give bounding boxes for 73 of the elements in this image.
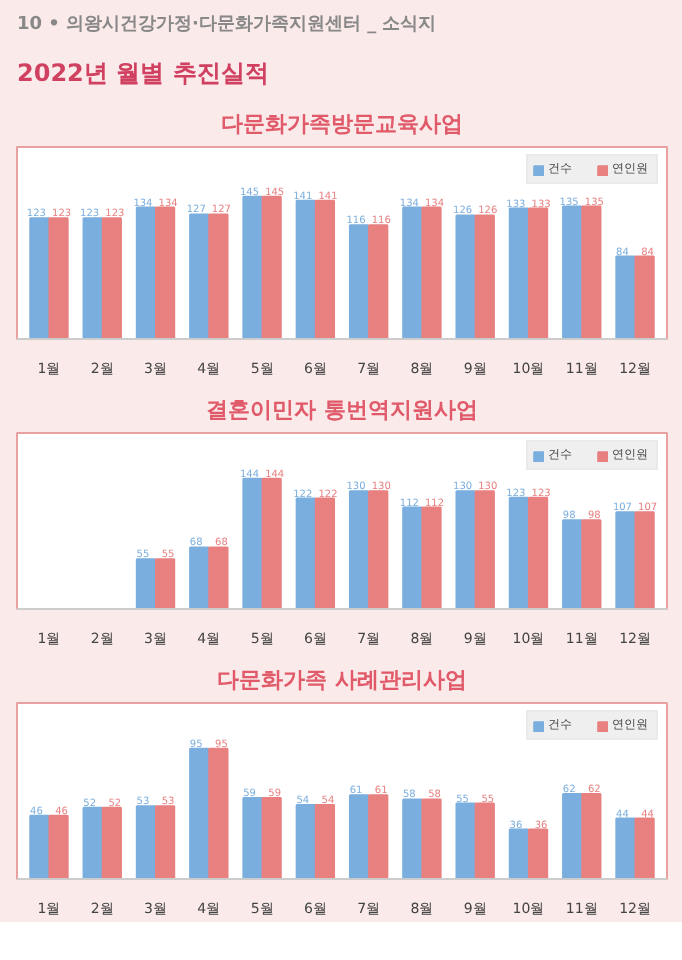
bar <box>48 217 69 339</box>
bar <box>314 497 336 609</box>
bar <box>455 802 476 879</box>
bar <box>48 814 69 879</box>
bar <box>527 828 549 879</box>
bar <box>135 558 157 609</box>
text: 2022년 월별 추진실적 <box>17 59 269 87</box>
bar <box>314 199 336 339</box>
bar <box>527 207 549 339</box>
bar <box>261 195 282 339</box>
bar <box>421 798 442 879</box>
bar <box>421 506 442 609</box>
bar <box>155 206 176 339</box>
bar <box>101 217 122 339</box>
bar <box>189 213 210 339</box>
bar <box>508 828 529 879</box>
bar <box>101 806 122 879</box>
bar <box>189 747 210 879</box>
bar <box>314 803 336 879</box>
bar <box>295 497 316 609</box>
bar <box>421 206 442 339</box>
chart-title: 다문화가족 사례관리사업 <box>217 667 467 693</box>
bar <box>508 496 529 609</box>
bar <box>474 214 495 339</box>
bar <box>455 214 476 339</box>
bar <box>402 206 423 339</box>
bar <box>82 806 103 879</box>
bar <box>29 217 50 339</box>
bar <box>261 477 282 609</box>
bar <box>455 490 476 609</box>
bar <box>402 798 423 879</box>
bar <box>562 205 583 339</box>
bar <box>295 199 316 339</box>
bar <box>368 490 389 609</box>
bar <box>615 255 636 339</box>
bar <box>242 797 263 879</box>
bar <box>634 511 655 609</box>
bar <box>581 205 602 339</box>
bar <box>348 224 370 339</box>
bar <box>155 805 176 879</box>
chart-title: 결혼이민자 통번역지원사업 <box>206 397 478 423</box>
bar <box>562 792 583 879</box>
bar <box>242 195 263 339</box>
bar <box>368 224 389 339</box>
bar <box>615 511 636 609</box>
bar <box>348 490 370 609</box>
bar <box>135 206 157 339</box>
bar <box>402 506 423 609</box>
chart-title: 다문화가족방문교육사업 <box>221 111 463 137</box>
bar <box>348 794 370 879</box>
text: 10 • 의왕시건강가정·다문화가족지원센터 _ 소식지 <box>17 15 437 35</box>
bar <box>261 797 282 879</box>
bar <box>208 747 229 879</box>
bar <box>474 490 495 609</box>
bar <box>82 217 103 339</box>
bar <box>135 805 157 879</box>
bar <box>208 213 229 339</box>
bar <box>208 546 229 609</box>
bar <box>527 496 549 609</box>
bar <box>29 814 50 879</box>
bar <box>155 558 176 609</box>
bar <box>508 207 529 339</box>
bar <box>242 477 263 609</box>
bar <box>474 802 495 879</box>
bar <box>581 519 602 609</box>
bar <box>189 546 210 609</box>
bar <box>634 255 655 339</box>
bar <box>295 803 316 879</box>
bar <box>581 792 602 879</box>
bar <box>615 817 636 879</box>
bar <box>562 519 583 609</box>
bar <box>368 794 389 879</box>
bar <box>634 817 655 879</box>
